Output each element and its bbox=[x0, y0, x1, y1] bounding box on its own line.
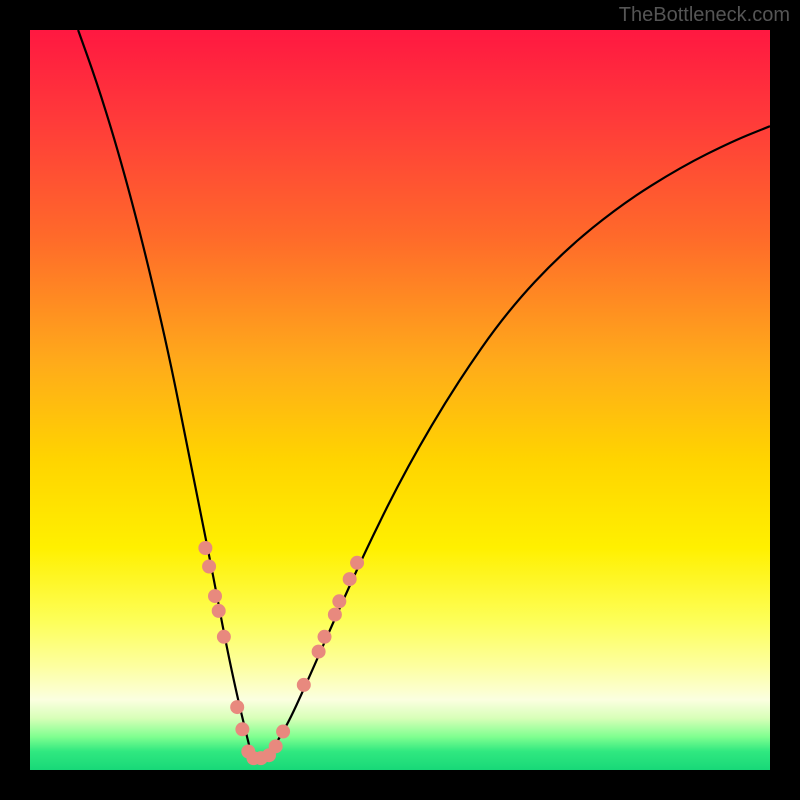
data-marker bbox=[208, 589, 222, 603]
bottleneck-chart-svg bbox=[30, 30, 770, 770]
data-marker bbox=[318, 630, 332, 644]
data-marker bbox=[350, 556, 364, 570]
data-marker bbox=[328, 608, 342, 622]
data-marker bbox=[212, 604, 226, 618]
watermark-text: TheBottleneck.com bbox=[619, 4, 790, 27]
data-marker bbox=[269, 739, 283, 753]
data-marker bbox=[198, 541, 212, 555]
data-marker bbox=[230, 700, 244, 714]
data-marker bbox=[235, 722, 249, 736]
data-marker bbox=[202, 560, 216, 574]
data-marker bbox=[276, 725, 290, 739]
data-marker bbox=[332, 594, 346, 608]
data-marker bbox=[297, 678, 311, 692]
data-marker bbox=[343, 572, 357, 586]
chart-plot-area bbox=[30, 30, 770, 770]
data-marker bbox=[312, 645, 326, 659]
gradient-background bbox=[30, 30, 770, 770]
data-marker bbox=[217, 630, 231, 644]
